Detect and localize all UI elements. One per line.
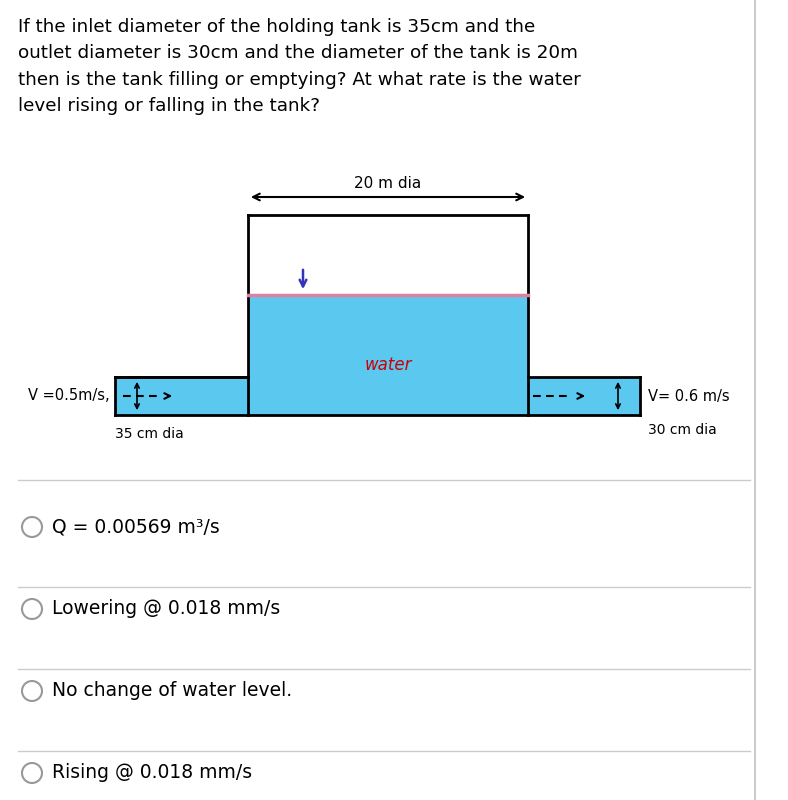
- Bar: [115, 377, 248, 415]
- Text: 35 cm dia: 35 cm dia: [115, 427, 184, 441]
- Bar: [528, 377, 640, 415]
- Text: 20 m dia: 20 m dia: [355, 176, 422, 191]
- Text: V= 0.6 m/s: V= 0.6 m/s: [648, 389, 730, 403]
- Bar: [115, 377, 248, 415]
- Text: No change of water level.: No change of water level.: [52, 682, 292, 701]
- Bar: [248, 295, 528, 415]
- Bar: [528, 377, 640, 415]
- Text: Rising @ 0.018 mm/s: Rising @ 0.018 mm/s: [52, 763, 252, 782]
- Text: water: water: [364, 356, 412, 374]
- Text: Lowering @ 0.018 mm/s: Lowering @ 0.018 mm/s: [52, 599, 281, 618]
- Text: V =0.5m/s,: V =0.5m/s,: [28, 389, 110, 403]
- Text: If the inlet diameter of the holding tank is 35cm and the
outlet diameter is 30c: If the inlet diameter of the holding tan…: [18, 18, 581, 115]
- Text: Q = 0.00569 m³/s: Q = 0.00569 m³/s: [52, 518, 220, 537]
- Text: 30 cm dia: 30 cm dia: [648, 423, 717, 437]
- Bar: [248, 215, 528, 295]
